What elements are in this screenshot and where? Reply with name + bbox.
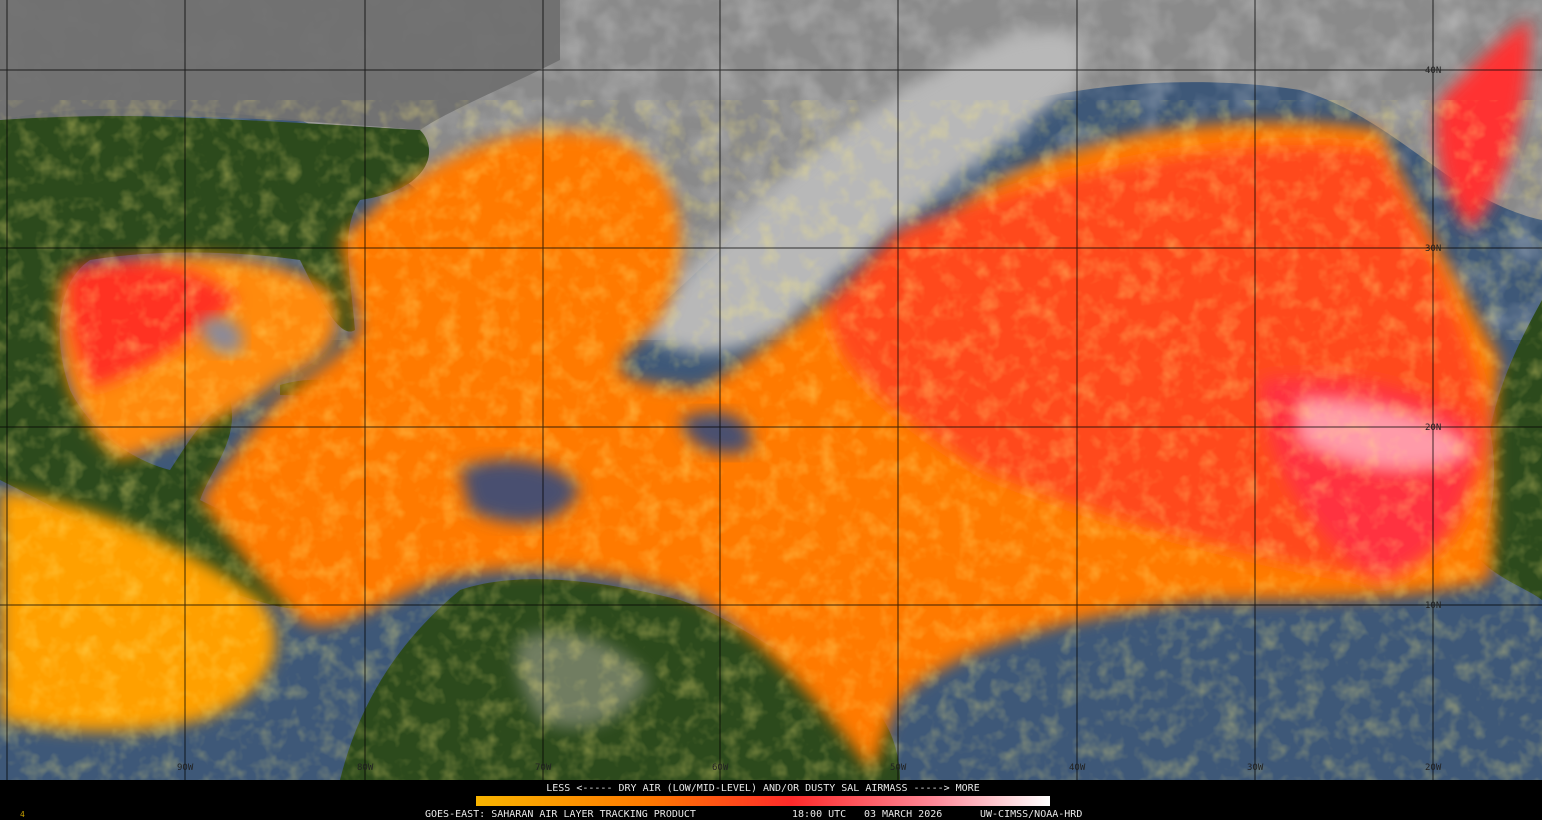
legend-text: LESS <----- DRY AIR (LOW/MID-LEVEL) AND/… — [546, 783, 979, 794]
lon-label: 20W — [1425, 763, 1442, 773]
frame-number: 4 — [20, 810, 25, 819]
land-cloud-cover — [0, 0, 560, 130]
lon-label: 90W — [177, 763, 194, 773]
lat-label: 30N — [1425, 244, 1441, 254]
moist-patch — [680, 411, 752, 454]
time: 18:00 UTC — [792, 809, 846, 820]
credit: UW-CIMSS/NOAA-HRD — [980, 809, 1082, 820]
date: 03 MARCH 2026 — [864, 809, 942, 820]
yellow-texture — [0, 100, 1542, 780]
lat-label: 20N — [1425, 423, 1441, 433]
lon-label: 60W — [712, 763, 729, 773]
lon-label: 50W — [890, 763, 907, 773]
graticule — [0, 0, 1542, 780]
lon-label: 40W — [1069, 763, 1086, 773]
moist-patch — [460, 459, 580, 524]
lat-label: 10N — [1425, 601, 1441, 611]
product-name: GOES-EAST: SAHARAN AIR LAYER TRACKING PR… — [425, 809, 696, 820]
lat-label: 40N — [1425, 66, 1441, 76]
grid-labels: 40N 30N 20N 10N 90W 80W 70W 60W 50W 40W 30W 20W — [177, 66, 1442, 773]
color-scale — [476, 796, 1050, 806]
lon-label: 70W — [535, 763, 552, 773]
lon-label: 30W — [1247, 763, 1264, 773]
moist-patch — [200, 317, 243, 354]
lon-label: 80W — [357, 763, 374, 773]
